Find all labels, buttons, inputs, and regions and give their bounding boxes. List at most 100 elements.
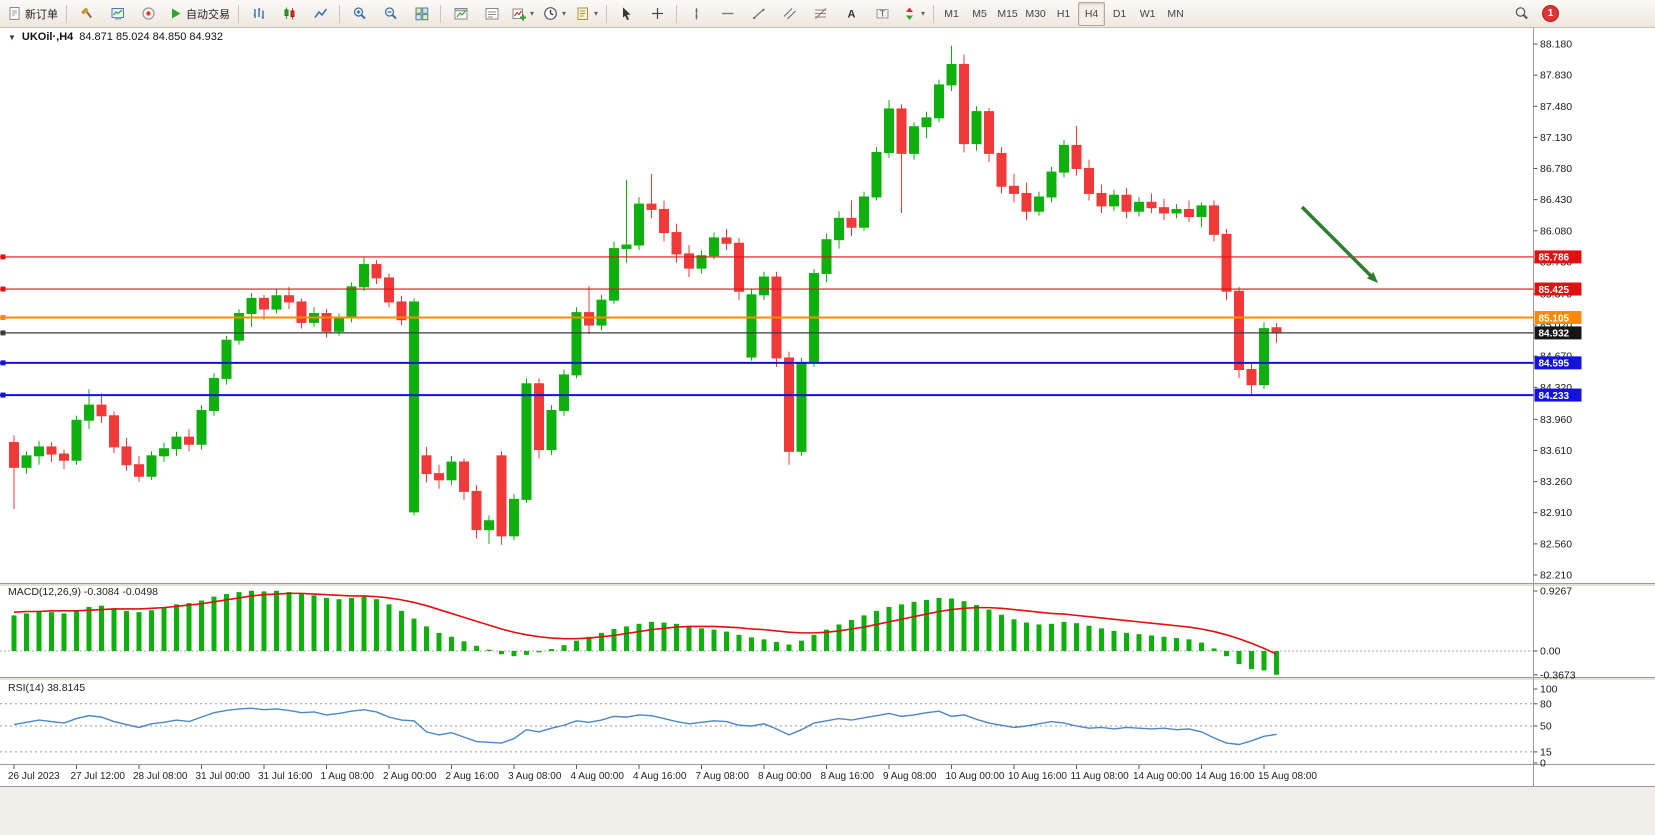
time-axis-label: 31 Jul 16:00 (258, 771, 313, 782)
macd-bar (1061, 621, 1067, 651)
macd-bar (786, 644, 792, 651)
candle (734, 237, 744, 301)
timeframe-m15[interactable]: M15 (997, 7, 1018, 20)
metaeditor-button[interactable] (71, 2, 101, 26)
horizontal-line-button[interactable] (712, 2, 742, 26)
templates-button[interactable]: ▾ (571, 2, 602, 26)
macd-bar (1024, 622, 1029, 651)
candle (296, 298, 307, 329)
macd-bar (386, 604, 392, 651)
market-watch-button[interactable] (102, 2, 132, 26)
text-button[interactable]: A (836, 2, 866, 26)
macd-bar (1199, 642, 1204, 651)
cursor-button[interactable] (611, 2, 641, 26)
toolbar-group-orders: 新订单 (3, 2, 62, 26)
timeframe-w1[interactable]: W1 (1139, 7, 1156, 20)
candle (1109, 189, 1119, 212)
hline-handle[interactable] (0, 392, 6, 398)
zoom-out-button[interactable] (375, 2, 405, 26)
tile-windows-button[interactable] (406, 2, 436, 26)
hline-handle[interactable] (0, 330, 6, 336)
time-axis-label: 1 Aug 08:00 (321, 771, 375, 782)
timeframe-h4[interactable]: H4 (1078, 1, 1106, 26)
price-tag-label: 85.105 (1539, 313, 1570, 324)
hline-handle[interactable] (0, 286, 6, 292)
candle (746, 289, 757, 361)
trend-arrow-annotation[interactable] (1300, 205, 1378, 283)
vertical-line-button[interactable] (681, 2, 711, 26)
fibonacci-button[interactable] (805, 2, 835, 26)
new-order-button[interactable]: 新订单 (3, 2, 62, 26)
time-axis-label: 28 Jul 08:00 (133, 771, 188, 782)
candle (396, 295, 407, 326)
rsi-axis-label: 50 (1540, 721, 1552, 733)
candle (859, 191, 869, 231)
candle (1034, 191, 1044, 216)
toolbar-group-terminal: 自动交易 (71, 2, 234, 26)
trendline-button[interactable] (743, 2, 773, 26)
time-axis-label: 10 Aug 00:00 (946, 771, 1005, 782)
timeframe-d1[interactable]: D1 (1112, 7, 1127, 20)
candle (1021, 182, 1032, 221)
crosshair-button[interactable] (642, 2, 672, 26)
macd-bar (311, 595, 317, 651)
crosshair-icon (651, 8, 663, 19)
cursor-icon (622, 7, 631, 21)
arrows-button[interactable]: ▾ (898, 2, 929, 26)
timeframe-m30[interactable]: M30 (1025, 7, 1046, 20)
candle (184, 429, 194, 452)
macd-bar (324, 597, 329, 651)
chart-list-button[interactable] (476, 2, 506, 26)
rsi-line (13, 707, 1277, 746)
price-axis-label: 88.180 (1540, 39, 1572, 51)
signals-button[interactable] (133, 2, 163, 26)
timeframe-m1[interactable]: M1 (944, 7, 959, 20)
chart-window-icon (454, 8, 467, 20)
timeframe-h1[interactable]: H1 (1056, 7, 1071, 20)
macd-bar (1086, 625, 1092, 651)
timeframe-m5[interactable]: M5 (972, 7, 987, 20)
channel-button[interactable] (774, 2, 804, 26)
bar-chart-button[interactable] (243, 2, 273, 26)
macd-bar (699, 628, 704, 651)
candle (434, 464, 444, 489)
toolbar-separator (606, 4, 608, 23)
auto-trading-button[interactable]: 自动交易 (164, 2, 234, 26)
candle (534, 378, 544, 459)
candle (521, 378, 532, 503)
macd-bar (1099, 628, 1104, 651)
text-label-button[interactable]: T (867, 2, 897, 26)
price-axis-label: 86.080 (1540, 225, 1572, 237)
macd-bar (1161, 636, 1167, 651)
macd-bar (274, 590, 279, 651)
price-tag: 84.932 (1534, 326, 1582, 340)
candle (1009, 173, 1019, 203)
chevron-down-icon: ▾ (562, 9, 567, 18)
timeframe-mn[interactable]: MN (1167, 7, 1184, 20)
candle (171, 431, 182, 456)
chart-window-button[interactable] (445, 2, 475, 26)
notification-badge[interactable]: 1 (1542, 5, 1559, 22)
indicators-button[interactable]: ▾ (507, 2, 538, 26)
hline-handle[interactable] (0, 254, 6, 260)
time-axis-label: 3 Aug 08:00 (508, 771, 562, 782)
zoom-in-button[interactable] (344, 2, 374, 26)
hline-handle[interactable] (0, 315, 6, 321)
macd-bar (861, 615, 867, 651)
hline-handle[interactable] (0, 360, 6, 366)
search-button[interactable] (1506, 2, 1536, 26)
candlestick-chart-button[interactable] (274, 2, 304, 26)
svg-text:A: A (847, 9, 855, 21)
periods-button[interactable]: ▾ (539, 2, 570, 26)
macd-bar (636, 623, 642, 651)
line-chart-button[interactable] (305, 2, 335, 26)
macd-bar (424, 626, 429, 651)
macd-bar (36, 610, 42, 651)
macd-bar (899, 604, 904, 651)
macd-bar (974, 605, 979, 651)
candle (546, 405, 557, 455)
candle (109, 411, 119, 454)
candle (359, 257, 369, 292)
